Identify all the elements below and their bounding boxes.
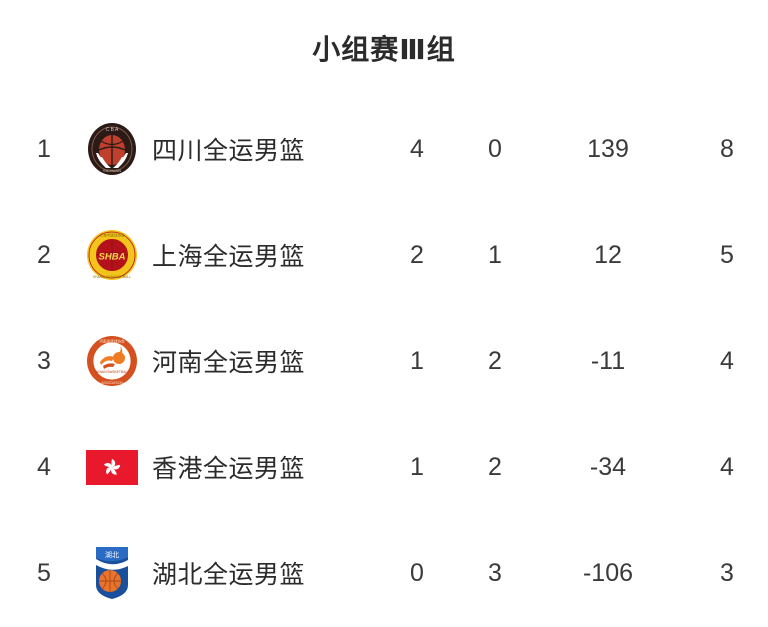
team-logo-cell: SHBA 上海市篮球协会 SHANGHAI BASKETBALL: [80, 202, 144, 308]
rank-value: 3: [37, 346, 51, 375]
team-logo-cell: [80, 414, 144, 520]
points-value: 4: [720, 452, 734, 481]
svg-text:河南省篮球协会: 河南省篮球协会: [99, 339, 125, 344]
henan-team-logo-icon: HENAN BASKETBALL 河南省篮球协会 ASSOCIATION: [86, 335, 138, 387]
shanghai-logo-text: SHBA: [99, 252, 126, 263]
losses-value: 2: [488, 452, 502, 481]
team-name: 湖北全运男篮: [152, 561, 306, 589]
table-row[interactable]: 4: [0, 414, 768, 520]
team-name: 上海全运男篮: [152, 243, 306, 271]
points-value: 5: [720, 240, 734, 269]
rank-value: 1: [37, 134, 51, 163]
svg-text:HENAN BASKETBALL: HENAN BASKETBALL: [95, 370, 130, 374]
svg-text:SICHUAN: SICHUAN: [103, 168, 121, 173]
team-logo-cell: C B A SICHUAN: [80, 96, 144, 202]
losses-value: 0: [488, 134, 502, 163]
losses-value: 2: [488, 346, 502, 375]
svg-text:ASSOCIATION: ASSOCIATION: [101, 381, 123, 385]
shanghai-team-logo-icon: SHBA 上海市篮球协会 SHANGHAI BASKETBALL: [86, 229, 138, 281]
points-value: 8: [720, 134, 734, 163]
team-name: 香港全运男篮: [152, 455, 306, 483]
table-row[interactable]: 3 HENAN BASKETBALL 河南省篮球协会 ASSOCIATION: [0, 308, 768, 414]
point-diff-value: -34: [589, 452, 627, 481]
rank-value: 4: [37, 452, 51, 481]
svg-text:SHANGHAI BASKETBALL: SHANGHAI BASKETBALL: [93, 275, 131, 279]
point-diff-value: -106: [582, 558, 634, 587]
team-logo-cell: HENAN BASKETBALL 河南省篮球协会 ASSOCIATION: [80, 308, 144, 414]
points-value: 4: [720, 346, 734, 375]
svg-text:上海市篮球协会: 上海市篮球协会: [99, 233, 125, 238]
page-title: 小组赛Ⅲ组: [312, 34, 456, 65]
team-logo-cell: 湖北: [80, 520, 144, 626]
wins-value: 1: [410, 452, 424, 481]
wins-value: 1: [410, 346, 424, 375]
table-row[interactable]: 2 SHBA 上海市篮球协会 SHANGHAI BASKETBALL: [0, 202, 768, 308]
wins-value: 4: [410, 134, 424, 163]
team-name: 河南全运男篮: [152, 349, 306, 377]
rank-value: 5: [37, 558, 51, 587]
rank-value: 2: [37, 240, 51, 269]
wins-value: 0: [410, 558, 424, 587]
team-name: 四川全运男篮: [152, 137, 306, 165]
svg-text:湖北: 湖北: [105, 550, 119, 559]
losses-value: 3: [488, 558, 502, 587]
table-row[interactable]: 1 C B A SICHUAN: [0, 96, 768, 202]
sichuan-team-logo-icon: C B A SICHUAN: [84, 121, 140, 177]
hubei-team-logo-icon: 湖北: [92, 545, 132, 601]
svg-text:C B A: C B A: [106, 127, 119, 133]
point-diff-value: 12: [594, 240, 622, 269]
hongkong-flag-icon: [86, 449, 138, 485]
points-value: 3: [720, 558, 734, 587]
point-diff-value: -11: [590, 346, 626, 375]
standings-table: 1 C B A SICHUAN: [0, 96, 768, 626]
losses-value: 1: [488, 240, 502, 269]
table-row[interactable]: 5 湖北 湖北全运男篮 0: [0, 520, 768, 626]
wins-value: 2: [410, 240, 424, 269]
point-diff-value: 139: [587, 134, 629, 163]
